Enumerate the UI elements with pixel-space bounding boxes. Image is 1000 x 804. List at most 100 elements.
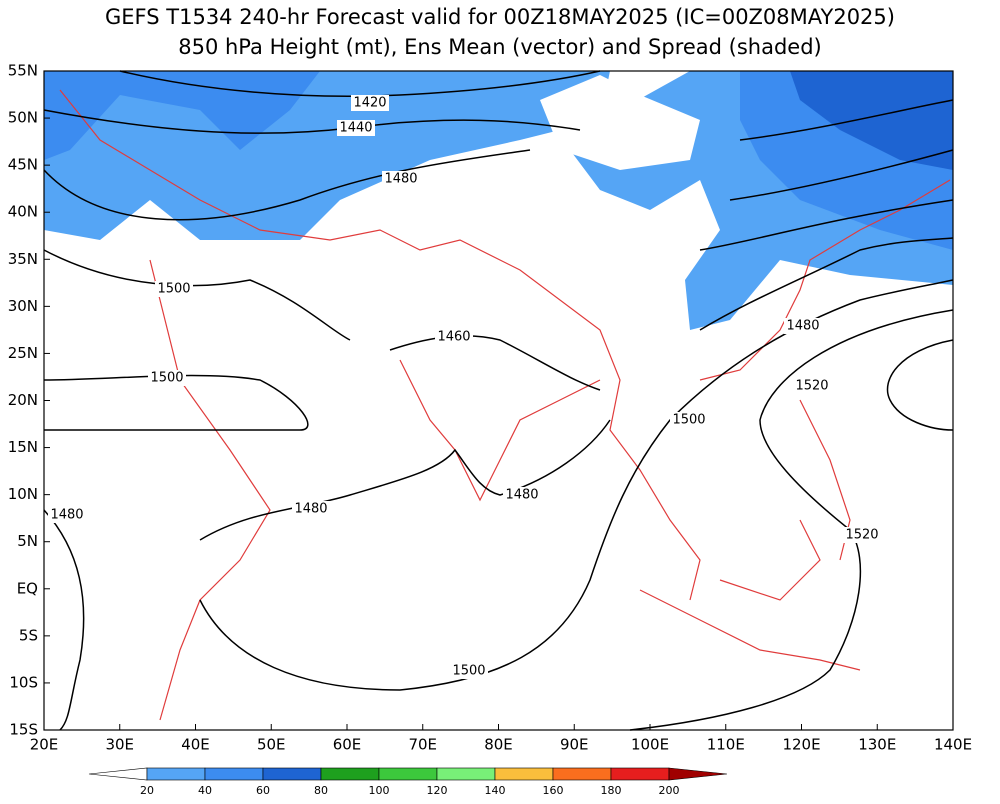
lat-tick-label: 45N	[8, 156, 38, 174]
colorbar-label: 80	[314, 784, 328, 797]
contour-label: 1520	[845, 528, 878, 543]
lat-tick-label: 40N	[8, 203, 38, 221]
contour-label: 1520	[795, 379, 828, 394]
contour-label: 1500	[452, 664, 485, 679]
lon-tick-label: 30E	[105, 736, 134, 754]
lat-tick-label: 10S	[9, 673, 38, 691]
coastline	[699, 179, 951, 381]
contour-label: 1480	[384, 172, 417, 187]
lat-tick-label: 35N	[8, 250, 38, 268]
colorbar-under	[88, 767, 148, 781]
lat-tick-label: EQ	[17, 579, 38, 597]
contour-label: 1480	[786, 319, 819, 334]
colorbar-box	[378, 767, 438, 781]
contour-label: 1420	[353, 96, 386, 111]
contour-label: 1500	[150, 371, 183, 386]
contour	[199, 279, 954, 691]
spread-shade	[44, 71, 320, 160]
contour	[43, 374, 309, 431]
contour	[43, 419, 611, 731]
label-box	[670, 412, 708, 428]
lon-tick-label: 90E	[560, 736, 589, 754]
contour-labels: 1420 1440 1480 1500 1500 1460 1480 1520 1500 1480…	[48, 95, 881, 679]
label-box	[503, 487, 541, 503]
contour-label: 1460	[437, 330, 470, 345]
colorbar: 20 40 60 80 100 120 140 160 180 200	[88, 767, 728, 797]
colorbar-box	[610, 767, 670, 781]
colorbar-label: 180	[601, 784, 622, 797]
contour	[43, 149, 531, 221]
contour	[699, 99, 954, 331]
shading	[44, 71, 953, 330]
colorbar-box	[552, 767, 612, 781]
contour	[43, 249, 351, 341]
lat-tick-label: 30N	[8, 297, 38, 315]
label-box	[382, 171, 420, 187]
contour	[886, 339, 954, 431]
colorbar-label: 140	[485, 784, 506, 797]
label-box	[337, 120, 375, 136]
contour	[119, 70, 601, 98]
colorbar-box	[204, 767, 264, 781]
label-box	[435, 329, 473, 345]
colorbar-label: 200	[659, 784, 680, 797]
colorbar-box	[262, 767, 322, 781]
colorbar-box	[146, 767, 206, 781]
lon-tick-label: 100E	[631, 736, 669, 754]
label-box	[148, 370, 186, 386]
contours	[43, 70, 954, 731]
spread-shade	[790, 71, 953, 170]
lon-tick-label: 110E	[707, 736, 745, 754]
label-box	[450, 663, 488, 679]
lat-tick-label: 55N	[8, 62, 38, 80]
contour-label: 1500	[157, 282, 190, 297]
lon-tick-label: 140E	[934, 736, 972, 754]
label-box	[843, 527, 881, 543]
spread-shade	[44, 71, 610, 240]
label-box	[292, 501, 330, 517]
title-line: GEFS T1534 240-hr Forecast valid for 00Z…	[105, 5, 895, 29]
lon-tick-label: 40E	[181, 736, 210, 754]
contour	[629, 309, 954, 731]
colorbar-label: 100	[369, 784, 390, 797]
contour-label: 1480	[50, 508, 83, 523]
lat-tick-label: 25N	[8, 344, 38, 362]
contour-label: 1480	[505, 488, 538, 503]
label-box	[155, 281, 193, 297]
lon-tick-label: 130E	[858, 736, 896, 754]
lat-tick-label: 20N	[8, 391, 38, 409]
contour-label: 1440	[339, 121, 372, 136]
contour-label: 1500	[672, 413, 705, 428]
label-box	[793, 378, 831, 394]
contour-label: 1480	[294, 502, 327, 517]
lat-tick-label: 5S	[19, 626, 38, 644]
axes: 20E 30E 40E 50E 60E 70E 80E 90E 100E 110E 120E 130E…	[8, 62, 972, 754]
colorbar-label: 120	[427, 784, 448, 797]
lon-tick-label: 120E	[782, 736, 820, 754]
contour	[389, 335, 601, 391]
label-box	[48, 507, 86, 523]
colorbar-box	[436, 767, 496, 781]
lon-tick-label: 20E	[30, 736, 59, 754]
lat-tick-label: 5N	[17, 532, 38, 550]
coastline	[399, 359, 601, 502]
lon-tick-label: 80E	[484, 736, 513, 754]
coastline	[59, 89, 701, 601]
coastline	[149, 259, 271, 721]
lat-tick-label: 10N	[8, 485, 38, 503]
colorbar-label: 160	[543, 784, 564, 797]
label-box	[351, 95, 389, 111]
title-line: 850 hPa Height (mt), Ens Mean (vector) a…	[178, 35, 822, 59]
lat-tick-label: 15N	[8, 438, 38, 456]
lat-tick-label: 15S	[9, 721, 38, 739]
lon-tick-label: 70E	[408, 736, 437, 754]
colorbar-label: 60	[256, 784, 270, 797]
colorbar-over	[668, 767, 728, 781]
colorbar-box	[494, 767, 554, 781]
lat-tick-label: 50N	[8, 109, 38, 127]
coastline	[639, 399, 861, 671]
colorbar-box	[320, 767, 380, 781]
colorbar-label: 20	[140, 784, 154, 797]
lon-tick-label: 60E	[333, 736, 362, 754]
